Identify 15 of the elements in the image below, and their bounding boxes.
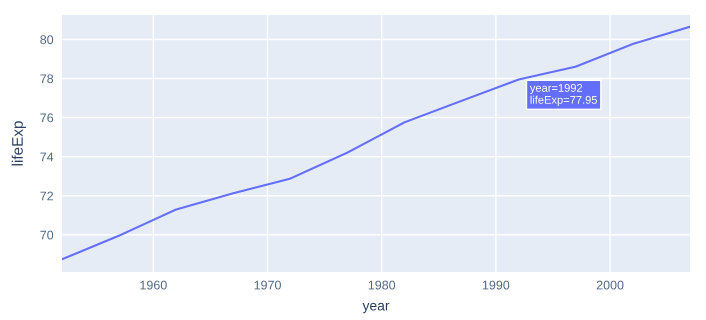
- y-tick-label: 78: [40, 74, 54, 84]
- x-tick-label: 1990: [482, 280, 510, 290]
- x-tick-label: 1970: [254, 280, 281, 290]
- x-axis-title: year: [362, 302, 390, 314]
- y-tick-label: 80: [40, 35, 54, 44]
- y-tick-label: 72: [40, 192, 54, 200]
- x-tick-label: 2000: [596, 280, 624, 290]
- x-tick-label: 1980: [368, 280, 396, 290]
- annotation: year=1992 lifeExp=77.95: [530, 84, 598, 106]
- y-axis-title: lifeExp: [12, 121, 26, 166]
- x-tick-label: 1960: [140, 280, 167, 290]
- y-tick-label: 76: [40, 113, 54, 122]
- y-tick-label: 74: [40, 152, 54, 162]
- line-series: [62, 26, 690, 260]
- y-tick-label: 70: [40, 230, 54, 240]
